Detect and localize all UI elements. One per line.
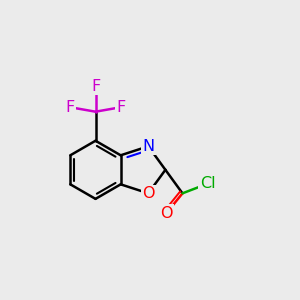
Text: F: F	[66, 100, 75, 115]
Text: O: O	[160, 206, 172, 221]
Text: F: F	[91, 79, 100, 94]
Text: O: O	[142, 186, 154, 201]
Text: F: F	[116, 100, 125, 115]
Text: N: N	[142, 139, 154, 154]
Text: Cl: Cl	[200, 176, 215, 191]
